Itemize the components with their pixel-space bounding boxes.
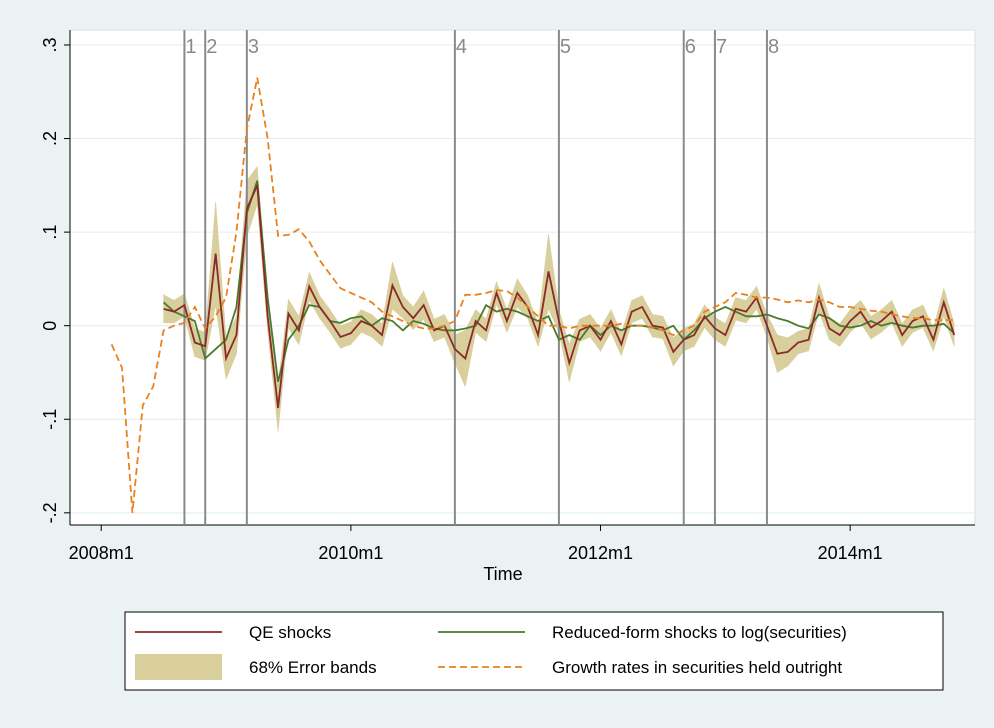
event-label: 6: [685, 36, 696, 58]
x-tick-label: 2012m1: [568, 543, 633, 563]
legend-label: Growth rates in securities held outright: [552, 658, 842, 677]
event-label: 1: [185, 36, 196, 58]
y-tick-label: -.1: [40, 409, 60, 430]
y-tick-label: -.2: [40, 502, 60, 523]
event-label: 4: [456, 36, 467, 58]
event-label: 7: [716, 36, 727, 58]
y-tick-label: .2: [40, 131, 60, 146]
event-label: 3: [248, 36, 259, 58]
series-line: [163, 180, 955, 383]
legend-label: 68% Error bands: [249, 658, 377, 677]
legend-label: Reduced-form shocks to log(securities): [552, 623, 847, 642]
event-label: 8: [768, 36, 779, 58]
legend-label: QE shocks: [249, 623, 331, 642]
y-tick-label: .3: [40, 37, 60, 52]
legend: [124, 611, 944, 691]
x-tick-label: 2008m1: [69, 543, 134, 563]
y-tick-label: 0: [40, 321, 60, 331]
x-axis-title: Time: [483, 564, 522, 584]
series-line: [163, 184, 956, 409]
series-line: [110, 77, 955, 513]
legend-swatch: [135, 654, 222, 680]
x-tick-label: 2014m1: [818, 543, 883, 563]
event-label: 5: [560, 36, 571, 58]
y-tick-label: .1: [40, 225, 60, 240]
event-label: 2: [206, 36, 217, 58]
x-tick-label: 2010m1: [318, 543, 383, 563]
